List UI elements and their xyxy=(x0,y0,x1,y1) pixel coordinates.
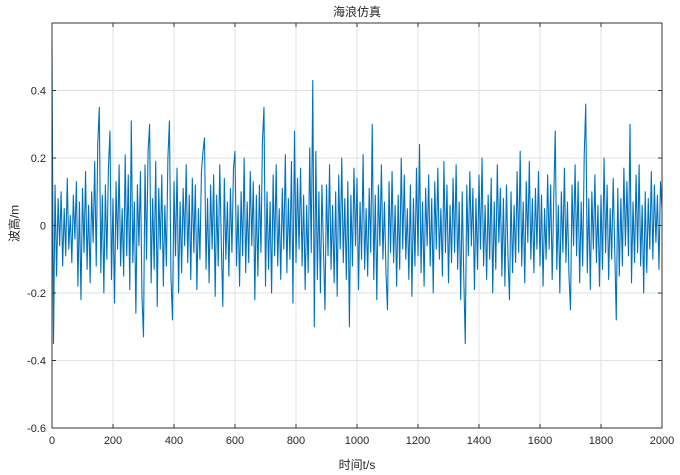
x-tick-label: 2000 xyxy=(650,435,674,447)
y-tick-label: -0.2 xyxy=(27,288,46,300)
y-tick-label: 0.2 xyxy=(31,153,46,165)
y-tick-label: 0 xyxy=(40,221,46,233)
x-tick-label: 1200 xyxy=(406,435,430,447)
y-tick-label: -0.4 xyxy=(27,356,46,368)
x-tick-label: 1600 xyxy=(528,435,552,447)
x-tick-label: 1400 xyxy=(467,435,491,447)
x-tick-label: 800 xyxy=(287,435,305,447)
x-tick-label: 600 xyxy=(226,435,244,447)
x-tick-label: 1000 xyxy=(345,435,369,447)
x-tick-label: 200 xyxy=(104,435,122,447)
y-tick-label: 0.4 xyxy=(31,86,46,98)
wave-signal-line xyxy=(51,46,663,345)
x-axis-label: 时间t/s xyxy=(338,458,376,472)
x-tick-label: 1800 xyxy=(589,435,613,447)
x-tick-label: 0 xyxy=(49,435,55,447)
chart-title: 海浪仿真 xyxy=(332,5,381,19)
x-tick-label: 400 xyxy=(165,435,183,447)
y-tick-label: -0.6 xyxy=(27,423,46,435)
